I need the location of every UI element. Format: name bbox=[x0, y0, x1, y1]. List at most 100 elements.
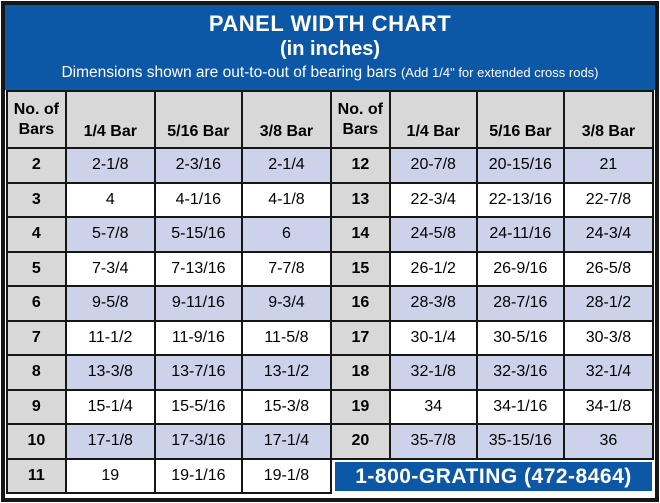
cell-value: 17-3/16 bbox=[153, 423, 243, 460]
cell-value: 32-3/16 bbox=[475, 354, 565, 391]
cell-bars: 20 bbox=[329, 423, 391, 460]
cell-value: 30-1/4 bbox=[388, 319, 478, 356]
page-title: PANEL WIDTH CHART bbox=[208, 11, 452, 36]
cell-value: 13-7/16 bbox=[153, 354, 243, 391]
col-header-no-of-bars-right: No. of Bars bbox=[329, 90, 391, 149]
cell-bars: 15 bbox=[329, 250, 391, 287]
cell-value: 30-3/8 bbox=[562, 319, 655, 356]
cell-value: 24-11/16 bbox=[475, 216, 565, 253]
cell-value: 26-5/8 bbox=[562, 250, 655, 287]
cell-value: 4-1/8 bbox=[240, 181, 332, 218]
cell-value: 5-7/8 bbox=[64, 216, 156, 253]
cell-value: 9-3/4 bbox=[240, 285, 332, 322]
col-header-quarter-bar-left: 1/4 Bar bbox=[64, 90, 156, 149]
cell-value: 17-1/4 bbox=[240, 423, 332, 460]
cell-value: 20-15/16 bbox=[475, 147, 565, 184]
cell-value: 28-3/8 bbox=[388, 285, 478, 322]
table-row: 11 19 19-1/16 19-1/8 1-800-GRATING (472-… bbox=[6, 457, 653, 494]
cell-bars: 2 bbox=[6, 147, 67, 184]
cell-value: 34-1/8 bbox=[562, 388, 655, 425]
panel-width-table: No. of Bars 1/4 Bar 5/16 Bar 3/8 Bar No.… bbox=[6, 90, 655, 494]
cell-value: 19-1/8 bbox=[240, 457, 332, 494]
table-row: 4 5-7/8 5-15/16 6 14 24-5/8 24-11/16 24-… bbox=[6, 216, 655, 253]
table-row: 6 9-5/8 9-11/16 9-3/4 16 28-3/8 28-7/16 … bbox=[6, 285, 655, 322]
cell-value: 4 bbox=[64, 181, 156, 218]
cell-bars: 7 bbox=[6, 319, 67, 356]
cell-value: 9-5/8 bbox=[64, 285, 156, 322]
header-note: Dimensions shown are out-to-out of beari… bbox=[9, 63, 651, 83]
phone-banner-cell: 1-800-GRATING (472-8464) bbox=[330, 458, 653, 493]
cell-value: 11-1/2 bbox=[64, 319, 156, 356]
cell-value: 35-15/16 bbox=[475, 423, 565, 460]
cell-value: 7-13/16 bbox=[153, 250, 243, 287]
table-row: 9 15-1/4 15-5/16 15-3/8 19 34 34-1/16 34… bbox=[6, 388, 655, 425]
cell-value: 34-1/16 bbox=[475, 388, 565, 425]
cell-value: 6 bbox=[240, 216, 332, 253]
cell-bars: 10 bbox=[6, 423, 67, 460]
cell-value: 17-1/8 bbox=[64, 423, 156, 460]
cell-bars: 5 bbox=[6, 250, 67, 287]
cell-bars: 18 bbox=[329, 354, 391, 391]
cell-value: 11-9/16 bbox=[153, 319, 243, 356]
cell-bars: 6 bbox=[6, 285, 67, 322]
cell-value: 4-1/16 bbox=[153, 181, 243, 218]
table-row: 5 7-3/4 7-13/16 7-7/8 15 26-1/2 26-9/16 … bbox=[6, 250, 655, 287]
table-row: 7 11-1/2 11-9/16 11-5/8 17 30-1/4 30-5/1… bbox=[6, 319, 655, 356]
cell-value: 2-1/8 bbox=[64, 147, 156, 184]
cell-value: 32-1/8 bbox=[388, 354, 478, 391]
cell-value: 24-3/4 bbox=[562, 216, 655, 253]
cell-bars: 16 bbox=[329, 285, 391, 322]
cell-bars: 13 bbox=[329, 181, 391, 218]
cell-bars: 8 bbox=[6, 354, 67, 391]
cell-value: 26-9/16 bbox=[475, 250, 565, 287]
cell-value: 9-11/16 bbox=[153, 285, 243, 322]
chart-header: PANEL WIDTH CHART (in inches) Dimensions… bbox=[5, 5, 655, 90]
cell-value: 15-1/4 bbox=[64, 388, 156, 425]
cell-value: 30-5/16 bbox=[475, 319, 565, 356]
cell-bars: 11 bbox=[6, 457, 67, 494]
cell-value: 34 bbox=[388, 388, 478, 425]
cell-bars: 12 bbox=[329, 147, 391, 184]
col-header-no-of-bars-left: No. of Bars bbox=[6, 90, 67, 149]
cell-value: 7-7/8 bbox=[240, 250, 332, 287]
cell-value: 11-5/8 bbox=[240, 319, 332, 356]
cell-value: 2-1/4 bbox=[240, 147, 332, 184]
cell-value: 28-1/2 bbox=[562, 285, 655, 322]
col-header-quarter-bar-right: 1/4 Bar bbox=[388, 90, 478, 149]
cell-value: 7-3/4 bbox=[64, 250, 156, 287]
cell-value: 22-7/8 bbox=[562, 181, 655, 218]
cell-value: 15-3/8 bbox=[240, 388, 332, 425]
cell-value: 19-1/16 bbox=[153, 457, 243, 494]
cell-value: 5-15/16 bbox=[153, 216, 243, 253]
cell-value: 32-1/4 bbox=[562, 354, 655, 391]
table-row: 8 13-3/8 13-7/16 13-1/2 18 32-1/8 32-3/1… bbox=[6, 354, 655, 391]
cell-value: 13-3/8 bbox=[64, 354, 156, 391]
col-header-3-8-bar-right: 3/8 Bar bbox=[562, 90, 655, 149]
cell-value: 24-5/8 bbox=[388, 216, 478, 253]
table-row: 3 4 4-1/16 4-1/8 13 22-3/4 22-13/16 22-7… bbox=[6, 181, 655, 218]
col-header-3-8-bar-left: 3/8 Bar bbox=[240, 90, 332, 149]
page-subtitle: (in inches) bbox=[279, 38, 380, 60]
cell-bars: 3 bbox=[6, 181, 67, 218]
table-row: 10 17-1/8 17-3/16 17-1/4 20 35-7/8 35-15… bbox=[6, 423, 655, 460]
phone-banner: 1-800-GRATING (472-8464) bbox=[334, 462, 652, 492]
cell-bars: 14 bbox=[329, 216, 391, 253]
cell-bars: 9 bbox=[6, 388, 67, 425]
table-header-row: No. of Bars 1/4 Bar 5/16 Bar 3/8 Bar No.… bbox=[6, 90, 655, 149]
cell-value: 22-3/4 bbox=[388, 181, 478, 218]
header-note-main: Dimensions shown are out-to-out of beari… bbox=[61, 64, 401, 81]
cell-value: 26-1/2 bbox=[388, 250, 478, 287]
cell-value: 13-1/2 bbox=[240, 354, 332, 391]
cell-value: 15-5/16 bbox=[153, 388, 243, 425]
cell-bars: 19 bbox=[329, 388, 391, 425]
cell-value: 35-7/8 bbox=[388, 423, 478, 460]
header-note-small: (Add 1/4" for extended cross rods) bbox=[400, 65, 599, 80]
cell-bars: 17 bbox=[329, 319, 391, 356]
cell-value: 36 bbox=[562, 423, 655, 460]
cell-value: 19 bbox=[64, 457, 156, 494]
cell-value: 22-13/16 bbox=[475, 181, 565, 218]
cell-value: 2-3/16 bbox=[153, 147, 243, 184]
col-header-5-16-bar-left: 5/16 Bar bbox=[153, 90, 243, 149]
